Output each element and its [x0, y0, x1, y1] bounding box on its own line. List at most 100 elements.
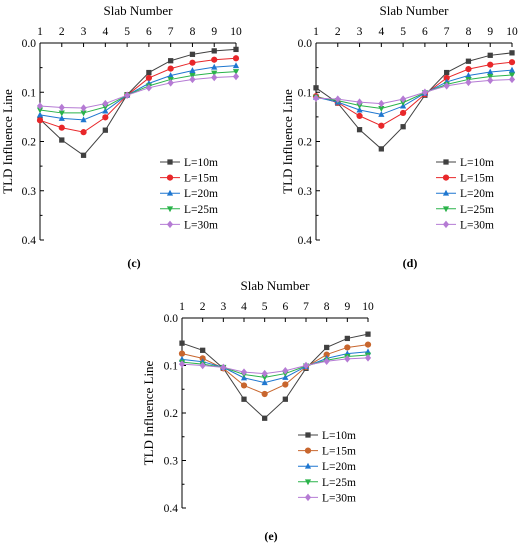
data-point	[189, 59, 196, 66]
x-tick-label: 10	[362, 301, 374, 313]
legend-label: L=30m	[460, 219, 494, 231]
legend-label: L=25m	[460, 204, 494, 216]
series-line	[181, 351, 369, 384]
y-tick-label: 0.1	[164, 361, 179, 373]
data-point	[282, 381, 289, 388]
legend-item: L=15m	[298, 446, 356, 458]
data-point	[199, 361, 206, 370]
x-tick-label: 6	[146, 26, 152, 38]
data-point	[487, 76, 494, 85]
data-point	[421, 88, 428, 96]
data-point	[36, 107, 44, 114]
data-point	[232, 62, 240, 69]
data-point	[179, 340, 185, 346]
legend-label: L=15m	[322, 446, 356, 458]
series-line	[181, 354, 369, 378]
x-axis-label: Slab Number	[241, 278, 311, 293]
data-point	[334, 95, 341, 103]
data-point	[211, 48, 217, 54]
y-tick-label: 0.2	[22, 137, 37, 149]
data-point	[444, 69, 450, 76]
series-L=25m	[36, 69, 240, 117]
data-point	[220, 363, 227, 372]
legend-label: L=25m	[184, 204, 218, 216]
series-L=15m	[36, 55, 240, 136]
legend-label: L=20m	[184, 188, 218, 200]
legend-marker	[304, 447, 312, 454]
data-point	[364, 354, 372, 362]
x-tick-label: 1	[179, 301, 185, 313]
series-L=30m	[36, 72, 240, 112]
data-point	[400, 124, 406, 130]
data-point	[241, 396, 247, 402]
y-tick-label: 0.0	[298, 38, 313, 50]
data-point	[168, 58, 174, 64]
data-point	[261, 379, 268, 386]
data-point	[400, 100, 407, 107]
data-point	[240, 368, 248, 376]
chart-panel-3: 1 2 3 4 5 6 7 8 9 10 0.0 0.1 0.2 0.3 0.4 Slab Number TLD…	[141, 278, 374, 543]
data-point	[58, 114, 65, 121]
data-point	[356, 127, 363, 133]
data-point	[508, 59, 516, 66]
data-point	[167, 72, 174, 78]
data-point	[145, 74, 152, 82]
x-tick-label: 9	[211, 26, 217, 38]
data-point	[146, 69, 152, 76]
y-axis-label: TLD Influence Line	[0, 89, 15, 194]
legend-item: L=30m	[436, 219, 494, 231]
series-line	[315, 52, 513, 150]
series-line	[39, 48, 237, 156]
x-axis-label: Slab Number	[104, 3, 174, 18]
x-tick-label: 8	[190, 26, 196, 38]
data-point	[508, 75, 516, 84]
legend-marker	[442, 206, 450, 213]
series-L=25m	[178, 352, 372, 381]
legend-item: L=10m	[298, 430, 356, 442]
y-tick-label: 0.4	[22, 235, 37, 247]
legend-label: L=10m	[322, 430, 356, 442]
legend-marker	[305, 432, 311, 438]
x-tick-label: 10	[506, 26, 518, 38]
data-point	[344, 344, 351, 351]
data-point	[302, 361, 310, 370]
data-point	[102, 107, 109, 114]
data-point	[189, 75, 196, 84]
data-point	[261, 390, 268, 398]
legend-item: L=30m	[160, 219, 218, 231]
legend-marker	[443, 159, 449, 165]
data-point	[324, 344, 330, 351]
series-line	[181, 357, 369, 375]
series-line	[315, 74, 513, 110]
chart-panel-1: 1 2 3 4 5 6 7 8 9 10 0.0 0.1 0.2 0.3 0.4 Slab Number TLD…	[0, 3, 242, 270]
y-tick-label: 0.1	[298, 87, 313, 99]
x-tick-label: 1	[37, 26, 43, 38]
data-point	[59, 137, 65, 143]
legend-marker	[167, 159, 173, 165]
series-line	[315, 61, 513, 127]
data-point	[211, 56, 218, 63]
data-point	[356, 106, 363, 113]
legend-item: L=20m	[298, 461, 356, 473]
x-tick-label: 6	[422, 26, 428, 38]
data-point	[178, 350, 186, 357]
y-tick-label: 0.3	[164, 456, 179, 468]
data-point	[312, 94, 320, 102]
data-point	[211, 70, 218, 77]
series-line	[39, 71, 237, 114]
data-point	[282, 367, 289, 375]
x-tick-label: 6	[282, 301, 288, 313]
data-point	[378, 111, 385, 117]
data-point	[102, 99, 109, 108]
series-line	[181, 344, 369, 395]
legend-label: L=15m	[460, 173, 494, 185]
data-point	[378, 122, 385, 129]
x-tick-label: 1	[313, 26, 319, 38]
x-tick-label: 7	[444, 26, 450, 38]
data-point	[232, 55, 240, 62]
legend-marker	[166, 189, 174, 196]
x-tick-label: 4	[241, 301, 247, 313]
series-L=30m	[178, 354, 372, 378]
data-point	[36, 117, 44, 124]
